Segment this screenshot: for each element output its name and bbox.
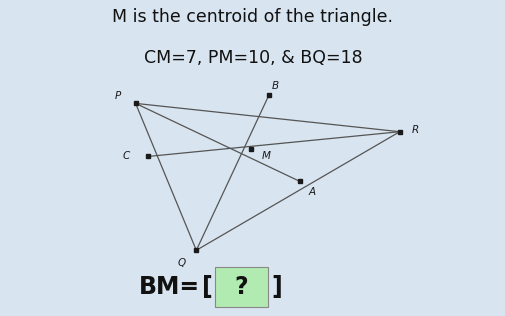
Text: A: A [308, 187, 315, 197]
FancyBboxPatch shape [215, 267, 268, 307]
Text: CM=7, PM=10, & BQ=18: CM=7, PM=10, & BQ=18 [143, 49, 362, 67]
Text: BM=: BM= [139, 275, 200, 299]
Text: [: [ [202, 275, 213, 299]
Text: Q: Q [177, 258, 185, 268]
Text: M is the centroid of the triangle.: M is the centroid of the triangle. [112, 8, 393, 26]
Text: B: B [271, 81, 278, 91]
Text: ?: ? [234, 275, 248, 299]
Text: ]: ] [271, 275, 281, 299]
Text: P: P [114, 91, 120, 101]
Text: R: R [411, 125, 418, 135]
Text: M: M [261, 151, 270, 161]
Text: C: C [123, 151, 130, 161]
